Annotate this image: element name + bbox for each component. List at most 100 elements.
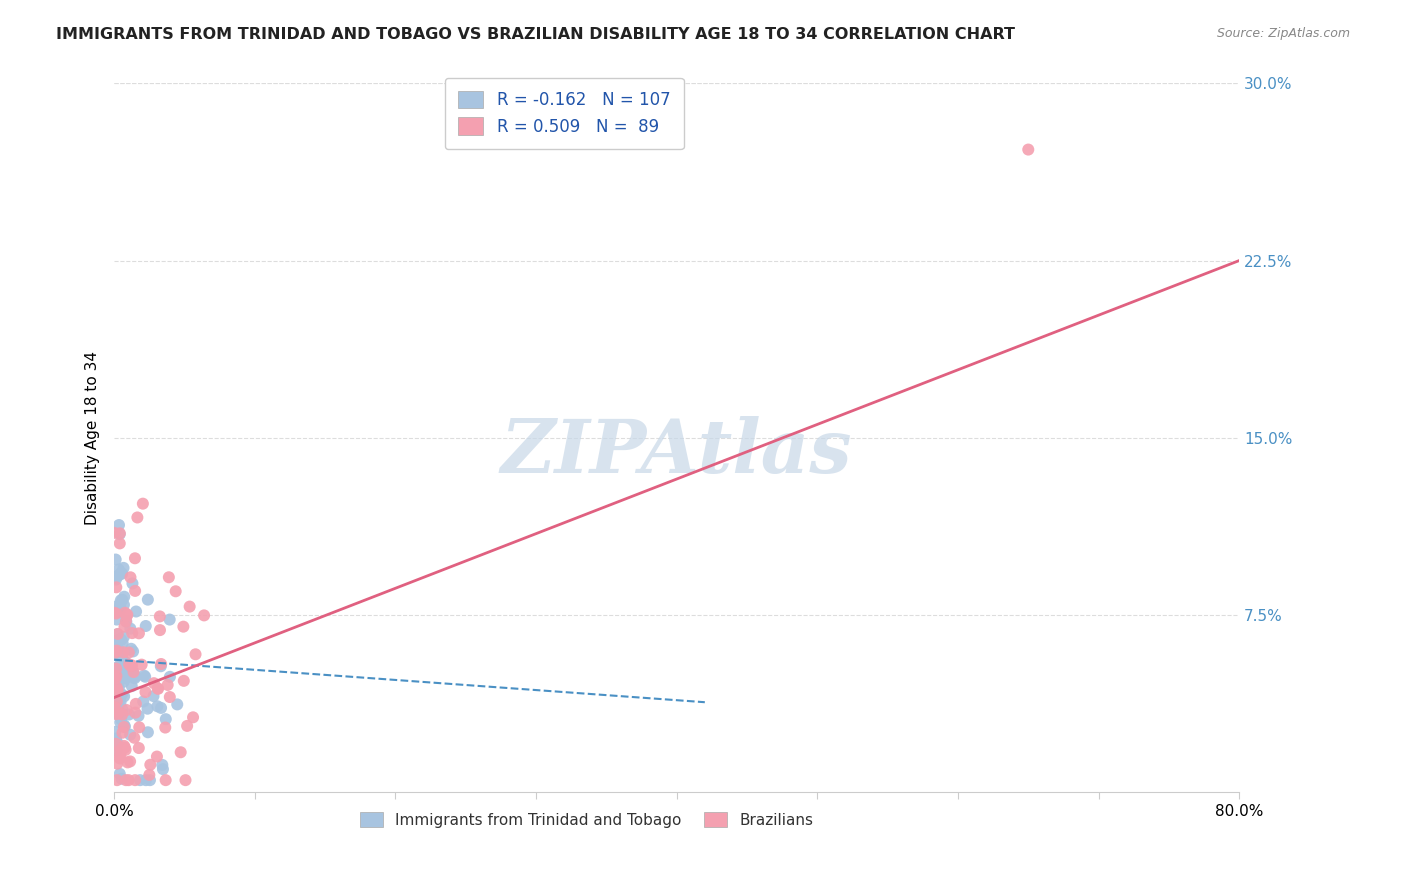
Point [108,649,131,664]
Point [111,670,134,684]
Point [105,662,128,676]
Point [124,583,146,598]
Point [124,731,146,745]
Point [193,608,215,623]
Point [105,613,128,627]
Point [142,676,165,690]
Point [110,593,132,607]
Point [124,773,146,788]
Point [112,645,135,659]
Point [122,644,145,658]
Point [112,561,135,575]
Point [110,665,132,680]
Point [110,695,132,709]
Point [139,757,162,772]
Point [118,657,141,672]
Point [111,772,134,786]
Point [108,527,131,541]
Point [103,525,125,540]
Point [110,632,132,647]
Point [125,669,148,683]
Point [111,707,134,722]
Point [172,620,194,634]
Point [150,657,173,671]
Point [107,562,129,576]
Point [146,749,169,764]
Point [105,646,128,660]
Point [121,576,143,591]
Point [115,703,138,717]
Point [120,755,142,769]
Point [135,619,157,633]
Point [108,672,131,686]
Point [105,694,128,708]
Point [184,648,207,662]
Point [104,573,127,587]
Point [120,658,142,673]
Point [108,681,131,695]
Point [110,742,132,756]
Point [165,584,187,599]
Point [149,659,172,673]
Point [124,706,146,720]
Point [120,570,142,584]
Point [114,606,136,620]
Point [128,709,150,723]
Point [132,497,155,511]
Point [111,668,134,682]
Point [107,599,129,613]
Point [105,743,128,757]
Point [107,627,129,641]
Point [121,626,143,640]
Point [111,592,134,607]
Point [150,758,173,772]
Point [110,715,132,730]
Point [155,721,177,735]
Point [117,607,139,622]
Legend: Immigrants from Trinidad and Tobago, Brazilians: Immigrants from Trinidad and Tobago, Bra… [354,805,820,834]
Point [105,627,128,641]
Point [117,773,139,788]
Point [108,536,131,550]
Point [112,674,135,689]
Point [114,740,136,755]
Point [105,607,128,621]
Point [110,566,132,581]
Point [104,570,127,584]
Point [104,706,127,721]
Point [121,679,143,693]
Point [114,665,136,680]
Y-axis label: Disability Age 18 to 34: Disability Age 18 to 34 [86,351,100,524]
Point [122,666,145,681]
Point [159,613,181,627]
Point [104,669,127,683]
Point [136,592,159,607]
Point [105,707,128,722]
Point [136,725,159,739]
Point [104,700,127,714]
Point [121,658,143,673]
Point [104,645,127,659]
Point [124,671,146,685]
Point [179,599,201,614]
Point [115,614,138,628]
Point [112,590,135,604]
Point [118,646,141,660]
Point [104,734,127,748]
Point [142,689,165,703]
Point [117,756,139,770]
Point [157,570,180,584]
Point [105,643,128,657]
Point [120,728,142,742]
Point [146,699,169,714]
Point [105,647,128,661]
Point [159,670,181,684]
Point [112,720,135,734]
Point [104,698,127,713]
Text: IMMIGRANTS FROM TRINIDAD AND TOBAGO VS BRAZILIAN DISABILITY AGE 18 TO 34 CORRELA: IMMIGRANTS FROM TRINIDAD AND TOBAGO VS B… [56,27,1015,42]
Point [105,669,128,683]
Point [132,668,155,682]
Point [114,719,136,733]
Point [128,626,150,640]
Point [111,702,134,716]
